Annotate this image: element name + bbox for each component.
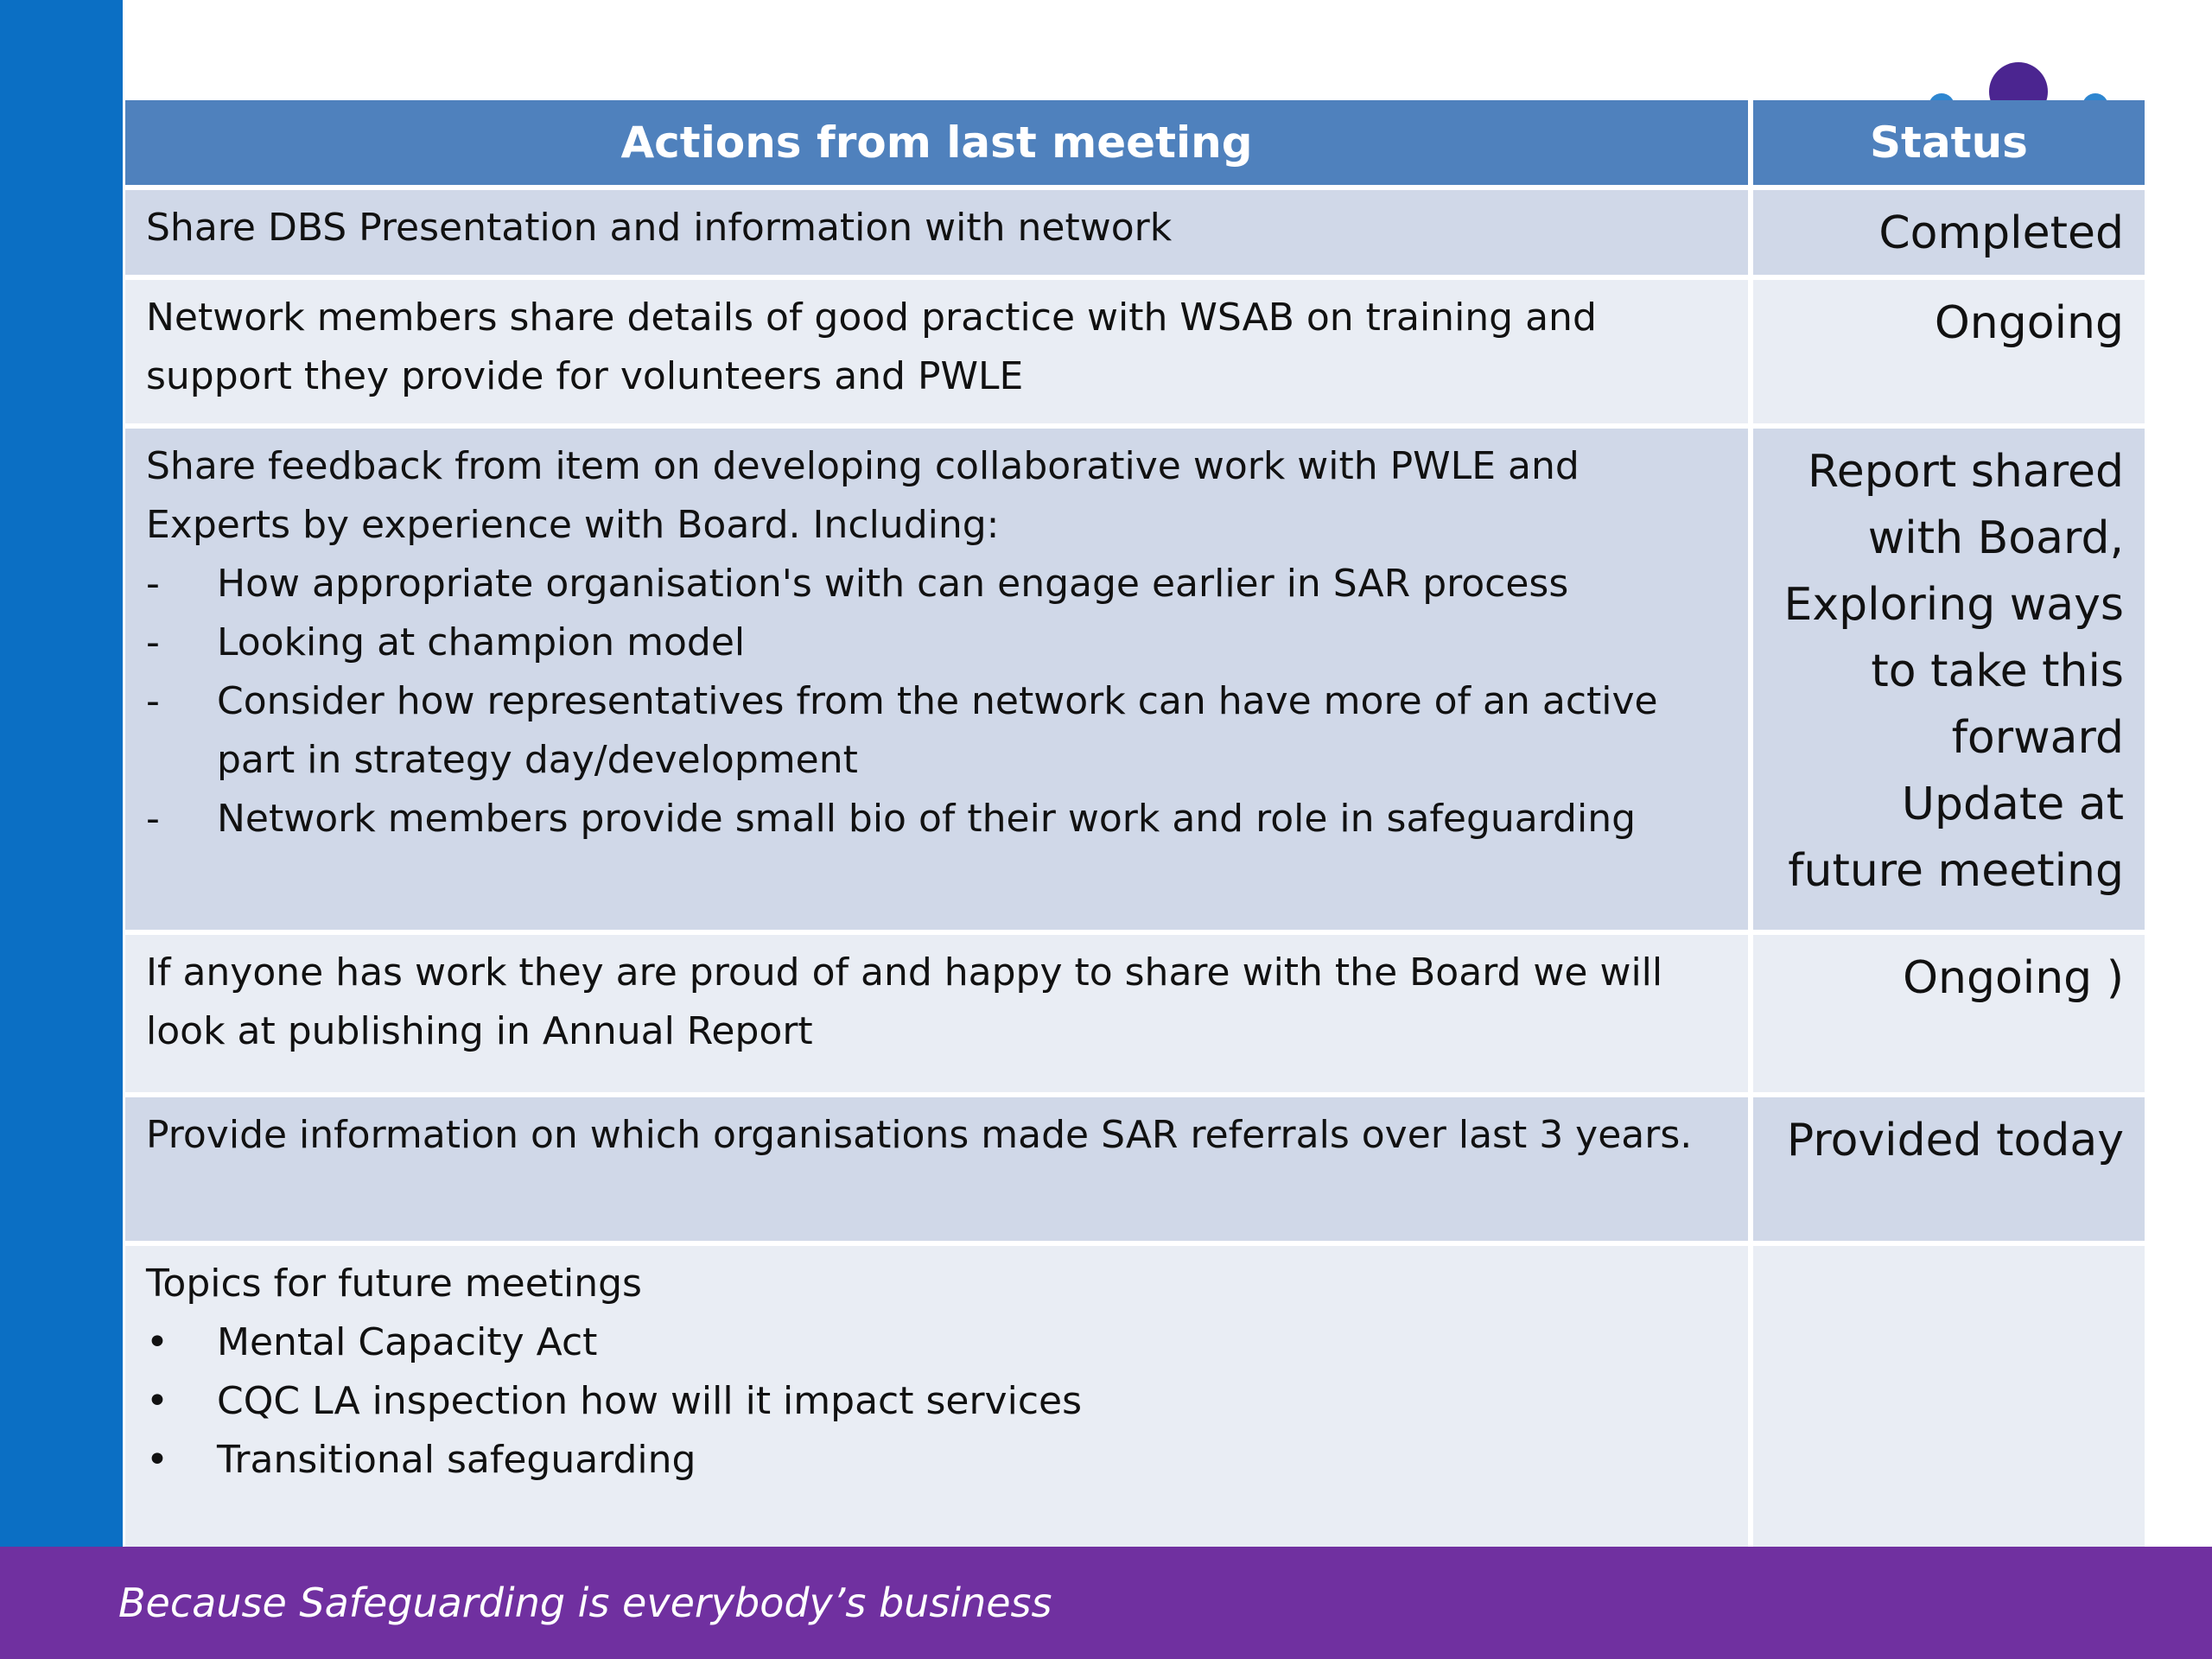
bullet-marker: • xyxy=(146,1438,168,1482)
left-accent-bar xyxy=(0,0,123,1659)
action-cell: Provide information on which organisatio… xyxy=(125,1097,1748,1241)
list-item: - Network members provide small bio of th… xyxy=(146,790,1727,849)
list-item: • CQC LA inspection how will it impact se… xyxy=(146,1372,1727,1431)
status-cell: Ongoing ) xyxy=(1753,935,2145,1092)
dash-marker: - xyxy=(146,562,160,606)
bullet-marker: • xyxy=(146,1379,168,1423)
footer-tagline: Because Safeguarding is everybody’s busi… xyxy=(118,1580,1052,1626)
bullet-marker: • xyxy=(146,1320,168,1364)
list-item-text: Mental Capacity Act xyxy=(217,1320,598,1364)
action-cell: Topics for future meetings • Mental Capac… xyxy=(125,1246,1748,1548)
status-cell xyxy=(1753,1246,2145,1548)
action-cell: Network members share details of good pr… xyxy=(125,280,1748,423)
status-line: with Board, xyxy=(1867,512,2124,564)
list-item-text: How appropriate organisation's with can … xyxy=(217,562,1569,606)
status-cell: Provided today xyxy=(1753,1097,2145,1241)
action-intro: Topics for future meetings xyxy=(146,1262,642,1306)
status-cell: Completed xyxy=(1753,190,2145,275)
action-intro: Share feedback from item on developing c… xyxy=(146,444,1580,547)
action-cell: Share feedback from item on developing c… xyxy=(125,429,1748,930)
status-line: future meeting xyxy=(1788,845,2124,897)
list-item: - Looking at champion model xyxy=(146,613,1727,672)
list-item-text: CQC LA inspection how will it impact ser… xyxy=(217,1379,1082,1423)
dash-marker: - xyxy=(146,620,160,664)
list-item-text: Network members provide small bio of the… xyxy=(217,797,1637,841)
actions-table: Actions from last meeting Status Share D… xyxy=(125,100,2145,1548)
list-item: - How appropriate organisation's with can… xyxy=(146,555,1727,613)
status-line: Exploring ways xyxy=(1783,579,2124,631)
status-line: to take this xyxy=(1871,645,2124,697)
list-item: • Transitional safeguarding xyxy=(146,1431,1727,1490)
dash-marker: - xyxy=(146,797,160,841)
list-item-text: Looking at champion model xyxy=(217,620,746,664)
dash-marker: - xyxy=(146,679,160,723)
list-item: - Consider how representatives from the n… xyxy=(146,672,1727,790)
list-item: • Mental Capacity Act xyxy=(146,1313,1727,1372)
status-cell: Ongoing xyxy=(1753,280,2145,423)
status-line: Report shared xyxy=(1807,446,2124,498)
action-cell: If anyone has work they are proud of and… xyxy=(125,935,1748,1092)
topics-list: • Mental Capacity Act • CQC LA inspection … xyxy=(146,1313,1727,1490)
actions-column-header: Actions from last meeting xyxy=(125,100,1748,185)
status-line: Update at xyxy=(1901,779,2124,830)
action-cell: Share DBS Presentation and information w… xyxy=(125,190,1748,275)
status-line: forward xyxy=(1951,712,2124,764)
footer-bar xyxy=(0,1547,2212,1659)
action-sub-list: - How appropriate organisation's with can… xyxy=(146,555,1727,849)
status-cell: Report shared with Board, Exploring ways… xyxy=(1753,429,2145,930)
list-item-text: Transitional safeguarding xyxy=(217,1438,696,1482)
status-column-header: Status xyxy=(1753,100,2145,185)
list-item-text: Consider how representatives from the ne… xyxy=(217,679,1658,782)
